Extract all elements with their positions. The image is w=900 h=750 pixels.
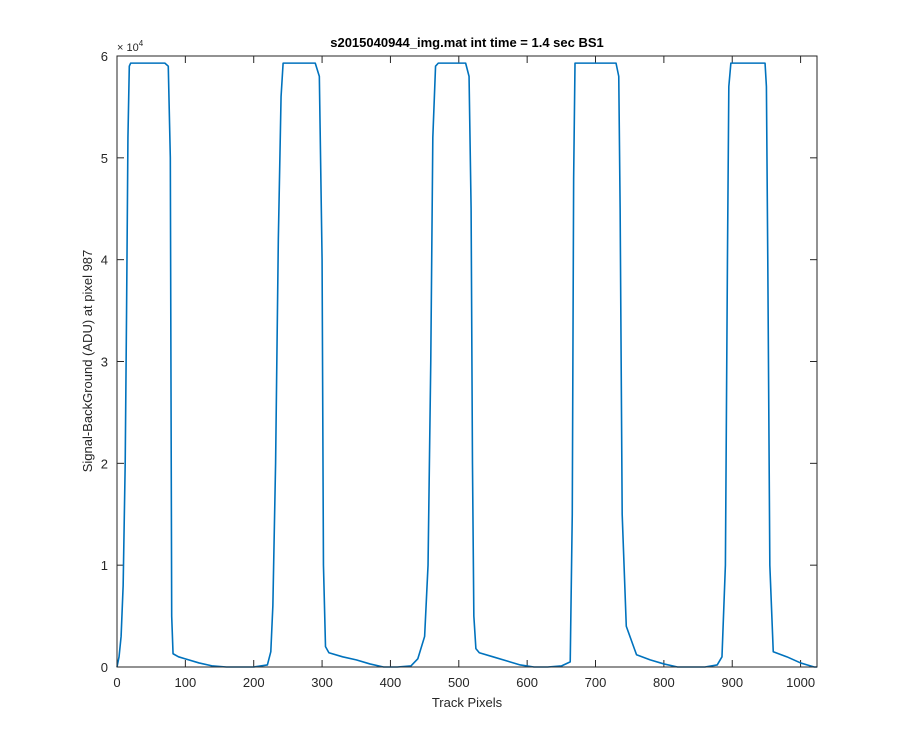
x-axis-label: Track Pixels [432,695,503,710]
x-tick-label: 500 [448,675,470,690]
x-tick-label: 600 [516,675,538,690]
plot-area [117,56,817,667]
y-tick-label: 0 [101,660,108,675]
x-tick-label: 100 [175,675,197,690]
x-tick-label: 800 [653,675,675,690]
x-tick-label: 700 [585,675,607,690]
y-axis-label: Signal-BackGround (ADU) at pixel 987 [80,250,95,473]
series-layer [116,62,817,668]
x-tick-label: 900 [721,675,743,690]
y-axis-exponent-power: 4 [139,39,144,48]
y-tick-label: 4 [101,253,108,268]
x-axis-ticks: 0 100 200 300 400 500 600 700 800 900 1000 [113,56,815,690]
x-tick-label: 1000 [786,675,815,690]
y-tick-label: 2 [101,456,108,471]
y-axis-exponent-base: × 10 [117,42,139,54]
y-tick-label: 6 [101,49,108,64]
x-tick-label: 300 [311,675,333,690]
x-tick-label: 400 [380,675,402,690]
x-tick-label: 200 [243,675,265,690]
chart-title: s2015040944_img.mat int time = 1.4 sec B… [330,35,604,50]
axes-box [116,55,818,668]
y-tick-label: 3 [101,355,108,370]
y-tick-label: 1 [101,558,108,573]
y-tick-label: 5 [101,151,108,166]
y-axis-exponent: × 104 [117,39,144,54]
series-line-1 [116,62,817,668]
x-tick-label: 0 [113,675,120,690]
